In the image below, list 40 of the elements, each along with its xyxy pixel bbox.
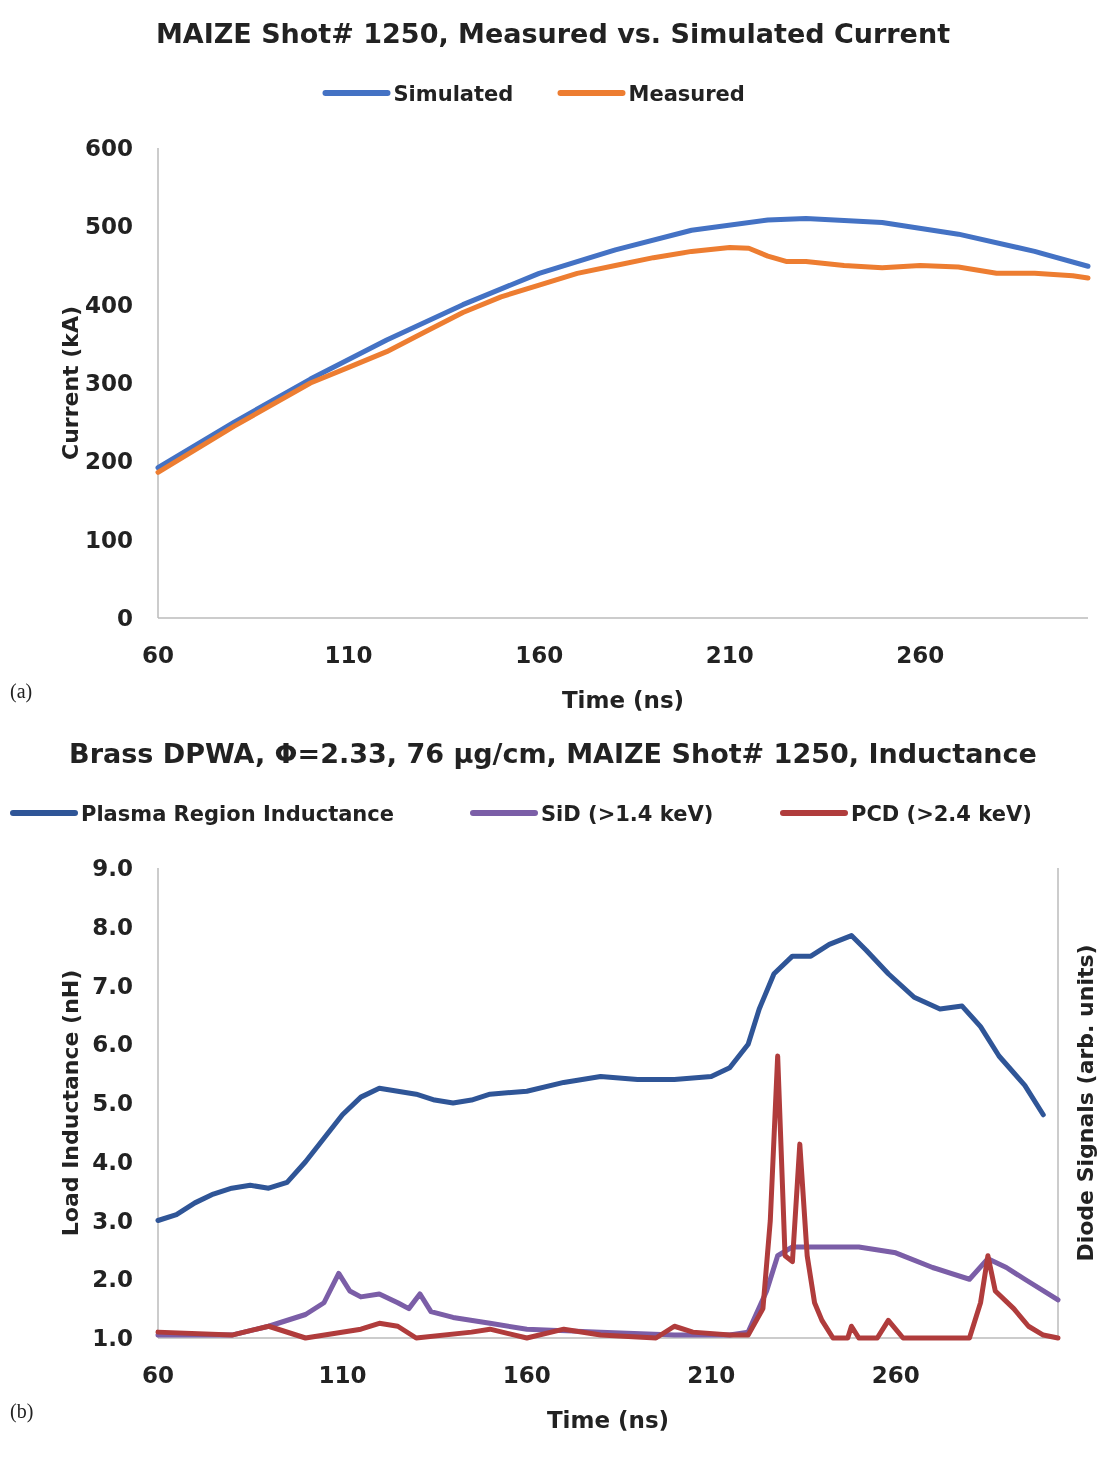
x-tick-label: 210 (705, 642, 754, 668)
x-tick-label: 260 (871, 1362, 920, 1388)
legend-label: Plasma Region Inductance (81, 802, 395, 826)
x-tick-label: 160 (515, 642, 564, 668)
x-tick-label: 60 (141, 1362, 175, 1388)
chart-title: Brass DPWA, Φ=2.33, 76 μg/cm, MAIZE Shot# 1250, Inductance (69, 738, 1037, 769)
chart-title: MAIZE Shot# 1250, Measured vs. Simulated Current (155, 18, 951, 49)
y-tick-label: 5.0 (92, 1090, 133, 1116)
y-tick-label: 6.0 (92, 1031, 133, 1058)
y-tick-label: 500 (84, 213, 133, 240)
x-tick-label: 110 (318, 1362, 367, 1388)
y-tick-label: 600 (84, 135, 133, 161)
y-tick-label: 200 (84, 448, 133, 475)
x-axis-title: Time (ns) (546, 1407, 670, 1433)
y-tick-label: 1.0 (92, 1325, 133, 1351)
y-tick-label: 8.0 (92, 913, 133, 940)
y-axis-title: Current (kA) (58, 305, 83, 461)
text: (b) (10, 1400, 34, 1423)
y-axis-title: Load Inductance (nH) (58, 969, 83, 1237)
y-tick-label: 100 (84, 526, 133, 553)
y-tick-label: 300 (84, 370, 133, 396)
x-tick-label: 210 (687, 1362, 736, 1388)
text: (a) (10, 680, 33, 703)
x-tick-label: 160 (502, 1362, 551, 1388)
x-axis-title: Time (ns) (561, 687, 685, 713)
y-tick-label: 0 (116, 605, 133, 631)
legend-label: SiD (>1.4 keV) (541, 802, 714, 826)
x-tick-label: 110 (324, 642, 373, 668)
legend-label: Measured (628, 82, 745, 106)
y-tick-label: 2.0 (92, 1266, 133, 1293)
legend-label: PCD (>2.4 keV) (851, 802, 1032, 826)
y-tick-label: 9.0 (92, 855, 133, 881)
x-tick-label: 260 (896, 642, 945, 668)
x-tick-label: 60 (141, 642, 175, 668)
y2-axis-title: Diode Signals (arb. units) (1073, 944, 1098, 1262)
y-tick-label: 4.0 (92, 1148, 133, 1175)
legend-label: Simulated (393, 82, 514, 106)
y-tick-label: 3.0 (92, 1207, 133, 1234)
y-tick-label: 400 (84, 291, 133, 318)
y-tick-label: 7.0 (92, 972, 133, 999)
